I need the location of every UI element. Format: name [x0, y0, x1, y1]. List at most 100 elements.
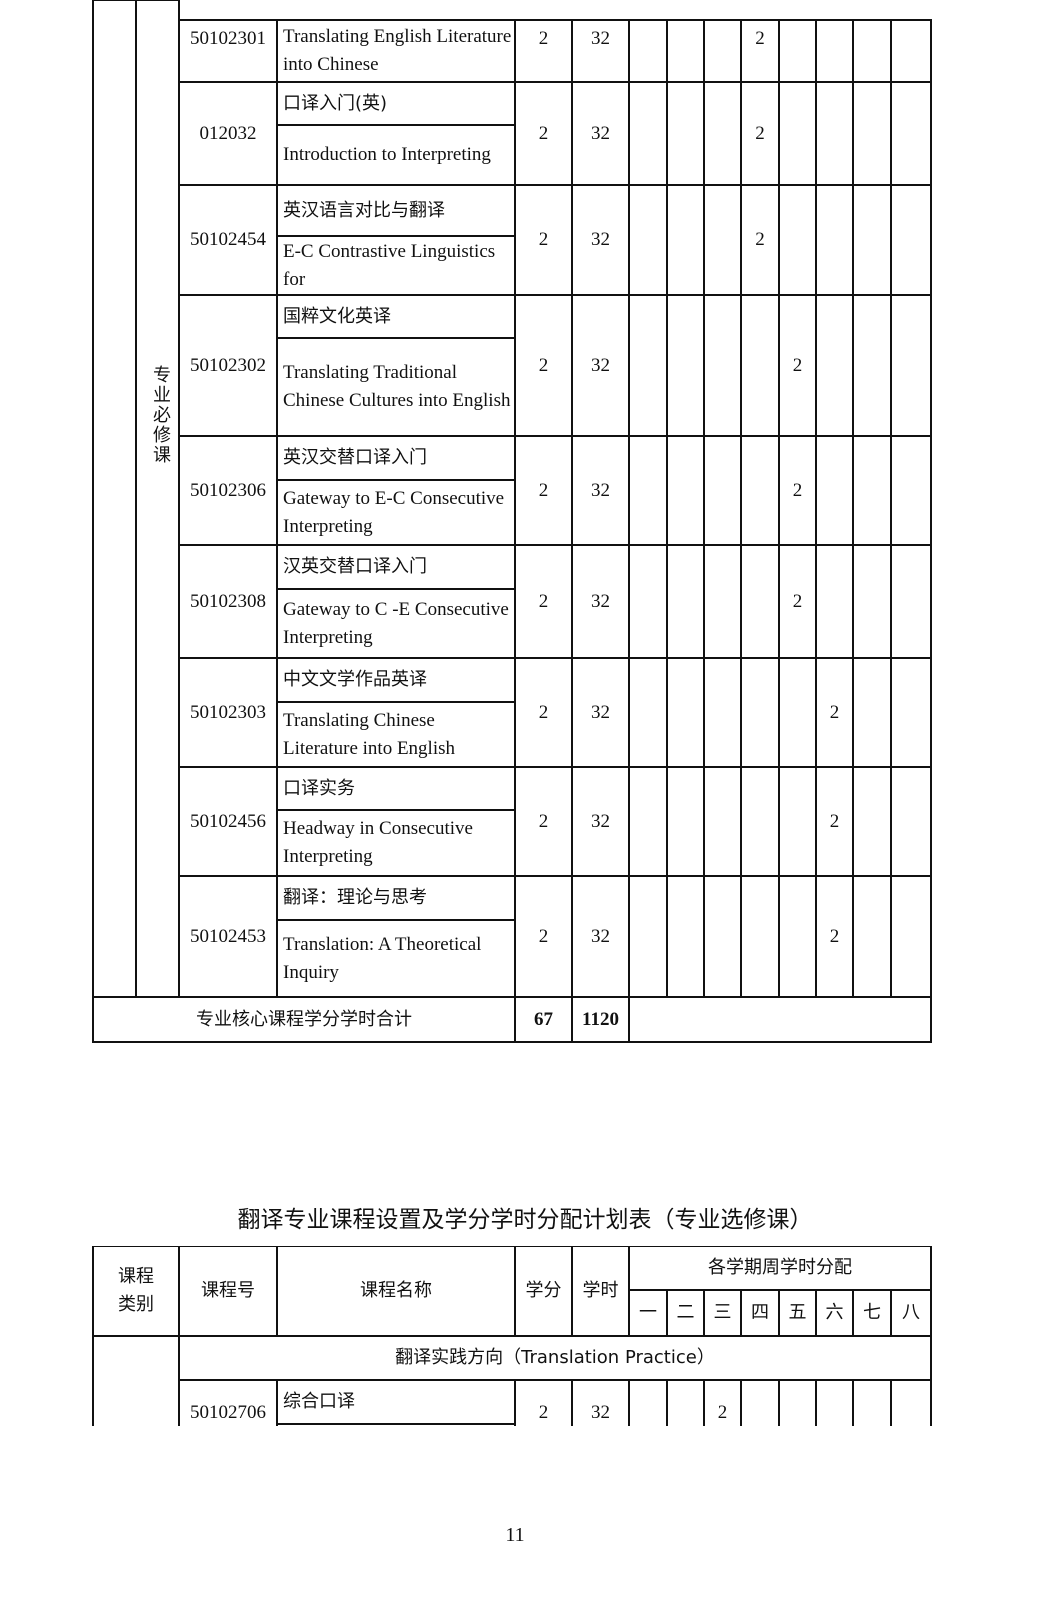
course-name-zh: 英汉语言对比与翻译: [276, 184, 516, 237]
total-credits-text: 67: [534, 1008, 553, 1030]
semester-8-hours: [890, 875, 932, 998]
course-code-text: 50102301: [190, 28, 266, 49]
semester-4-hours: [740, 766, 780, 877]
hours-text: 32: [591, 28, 610, 49]
category-label: 专业必修课: [150, 365, 171, 465]
course-code: 012032: [178, 81, 278, 186]
header-semester-7-text: 七: [863, 1302, 881, 1323]
hours-text: 32: [591, 1402, 610, 1423]
course-name-zh-text: 口译实务: [283, 777, 355, 799]
hours: 32: [571, 81, 630, 186]
semester-2-hours: [666, 184, 705, 296]
credits-text: 2: [538, 925, 549, 947]
semester-8-hours: [890, 657, 932, 768]
header-semesters: 各学期周学时分配: [628, 1246, 932, 1291]
semester-8-hours: [890, 1379, 932, 1426]
total-label: 专业核心课程学分学时合计: [92, 996, 516, 1043]
semester-6-hours: [815, 184, 854, 296]
semester-6-hours: 2: [815, 657, 854, 768]
semester-3-hours: [703, 657, 742, 768]
header-semester-1-text: 一: [639, 1302, 657, 1323]
table-title: 翻译专业课程设置及学分学时分配计划表（专业选修课）: [237, 1207, 813, 1233]
credits-text: 2: [538, 354, 549, 376]
course-code: 50102453: [178, 875, 278, 998]
semester-4-hours-text: 2: [755, 229, 765, 250]
semester-7-hours: [852, 544, 892, 659]
semester-7-hours: [852, 184, 892, 296]
header-semester-2: 二: [666, 1289, 705, 1337]
course-code: 50102706: [178, 1379, 278, 1426]
semester-3-hours: 2: [703, 1379, 742, 1426]
header-semester-4: 四: [740, 1289, 780, 1337]
credits: 2: [514, 657, 573, 768]
course-name-en: Translation: A Theoretical Inquiry: [276, 919, 516, 998]
course-code: 50102302: [178, 294, 278, 437]
semester-5-hours: 2: [778, 435, 817, 546]
hours: 32: [571, 657, 630, 768]
header-category: 课程 类别: [92, 1246, 180, 1337]
credits: 2: [514, 875, 573, 998]
semester-5-hours: 2: [778, 294, 817, 437]
hours: 32: [571, 875, 630, 998]
semester-7-hours: [852, 875, 892, 998]
semester-1-hours: [628, 294, 668, 437]
semester-8-hours: [890, 184, 932, 296]
semester-3-hours: [703, 766, 742, 877]
course-name-zh: 综合口译: [276, 1379, 516, 1425]
semester-1-hours: [628, 1379, 668, 1426]
course-code: 50102456: [178, 766, 278, 877]
semester-3-hours: [703, 81, 742, 186]
semester-2-hours: [666, 435, 705, 546]
semester-6-hours: 2: [815, 766, 854, 877]
header-semester-6-text: 六: [825, 1302, 844, 1323]
semester-5-hours: [778, 184, 817, 296]
semester-2-hours: [666, 875, 705, 998]
header-semester-6: 六: [815, 1289, 854, 1337]
credits-text: 2: [538, 1402, 549, 1423]
hours: 32: [571, 766, 630, 877]
total-hours-text: 1120: [582, 1008, 619, 1030]
course-name-zh: 口译实务: [276, 766, 516, 811]
hours: 32: [571, 1379, 630, 1426]
page-number: 11: [505, 1524, 525, 1546]
hours-text: 32: [591, 810, 610, 832]
semester-4-hours: 2: [740, 81, 780, 186]
course-name-zh-text: 英汉语言对比与翻译: [283, 199, 445, 221]
course-name-zh: 汉英交替口译入门: [276, 544, 516, 590]
semester-3-hours: [703, 294, 742, 437]
section-header: 翻译实践方向（Translation Practice）: [178, 1335, 932, 1381]
semester-8-hours: [890, 435, 932, 546]
credits-text: 2: [538, 28, 549, 49]
category-column: [92, 1335, 180, 1426]
course-code: 50102306: [178, 435, 278, 546]
credits: 2: [514, 544, 573, 659]
semester-7-hours: [852, 435, 892, 546]
semester-5-hours: [778, 766, 817, 877]
course-name-en-text: Translation: A Theoretical Inquiry: [283, 933, 482, 983]
course-name-en-text: Gateway to E-C Consecutive Interpreting: [283, 487, 505, 537]
semester-5-hours-text: 2: [792, 354, 803, 376]
semester-1-hours: [628, 875, 668, 998]
semester-1-hours: [628, 657, 668, 768]
credits: 2: [514, 435, 573, 546]
hours: 32: [571, 19, 630, 83]
semester-2-hours: [666, 1379, 705, 1426]
course-code-text: 012032: [199, 122, 257, 144]
course-name-zh-text: 国粹文化英译: [283, 305, 391, 327]
semester-1-hours: [628, 766, 668, 877]
semester-2-hours: [666, 19, 705, 83]
hours-text: 32: [591, 590, 610, 612]
header-credits: 学分: [514, 1246, 573, 1337]
header-semester-8-text: 八: [902, 1302, 920, 1323]
semester-6-hours: [815, 435, 854, 546]
total-credits: 67: [514, 996, 573, 1043]
header-semester-5: 五: [778, 1289, 817, 1337]
course-code-text: 50102308: [190, 590, 266, 612]
semester-6-hours-text: 2: [829, 925, 840, 947]
course-name-en-text: Headway in Consecutive Interpreting: [283, 818, 473, 867]
semester-2-hours: [666, 657, 705, 768]
course-code-text: 50102454: [190, 229, 266, 250]
header-code-text: 课程号: [201, 1280, 255, 1301]
semester-4-hours: [740, 544, 780, 659]
semester-4-hours: 2: [740, 184, 780, 296]
